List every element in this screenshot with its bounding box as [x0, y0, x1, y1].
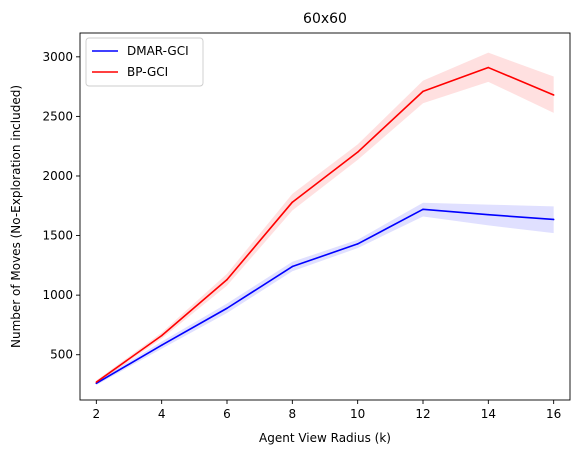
- dmar-gci-point: [487, 213, 490, 216]
- x-tick-label: 4: [158, 407, 166, 421]
- x-axis-ticks: 2 4 6 8 10 12 14 16: [93, 400, 561, 421]
- x-tick-label: 2: [93, 407, 101, 421]
- dmar-gci-point: [356, 243, 359, 245]
- dmar-gci-point: [95, 382, 98, 385]
- legend: DMAR-GCI BP-GCI: [85, 37, 204, 87]
- x-tick-label: 8: [289, 407, 297, 421]
- bp-gci-point: [291, 201, 294, 204]
- x-tick-label: 6: [223, 407, 231, 421]
- bp-gci-confidence-band: [96, 52, 554, 384]
- y-axis-label: Number of Moves (No-Exploration included…: [9, 85, 23, 348]
- bp-gci-point: [552, 94, 555, 96]
- y-tick-label: 500: [50, 348, 73, 362]
- x-tick-label: 10: [350, 407, 365, 421]
- dmar-gci-line: [95, 208, 554, 385]
- x-tick-label: 14: [481, 407, 496, 421]
- x-axis-label: Agent View Radius (k): [259, 431, 391, 445]
- dmar-gci-point: [160, 344, 163, 346]
- y-tick-label: 1000: [42, 288, 73, 302]
- bp-gci-point: [487, 66, 490, 69]
- plot-area-frame: [79, 32, 571, 401]
- x-tick-label: 12: [415, 407, 430, 421]
- confidence-bands: [96, 52, 554, 386]
- y-axis-ticks: 500 1000 1500 2000 2500 3000: [42, 50, 80, 362]
- dmar-gci-point: [291, 265, 294, 268]
- bp-gci-legend-label: BP-GCI: [127, 65, 168, 79]
- dmar-gci-point: [422, 208, 424, 211]
- dmar-gci-confidence-band: [96, 202, 554, 386]
- dmar-gci-point: [552, 218, 555, 221]
- bp-gci-point: [422, 90, 424, 93]
- x-tick-label: 16: [546, 407, 561, 421]
- y-tick-label: 1500: [42, 229, 73, 243]
- chart-title: 60x60: [303, 11, 347, 27]
- bp-gci-point: [95, 381, 98, 383]
- bp-gci-point: [160, 334, 163, 337]
- y-tick-label: 3000: [42, 50, 73, 64]
- bp-gci-point: [226, 278, 228, 281]
- series-lines: [95, 66, 555, 385]
- y-tick-label: 2000: [42, 169, 73, 183]
- bp-gci-line: [95, 66, 554, 383]
- dmar-gci-legend-label: DMAR-GCI: [127, 44, 189, 58]
- legend-box: [85, 37, 204, 87]
- y-tick-label: 2500: [42, 109, 73, 123]
- dmar-gci-point: [226, 307, 228, 310]
- bp-gci-point: [356, 151, 359, 153]
